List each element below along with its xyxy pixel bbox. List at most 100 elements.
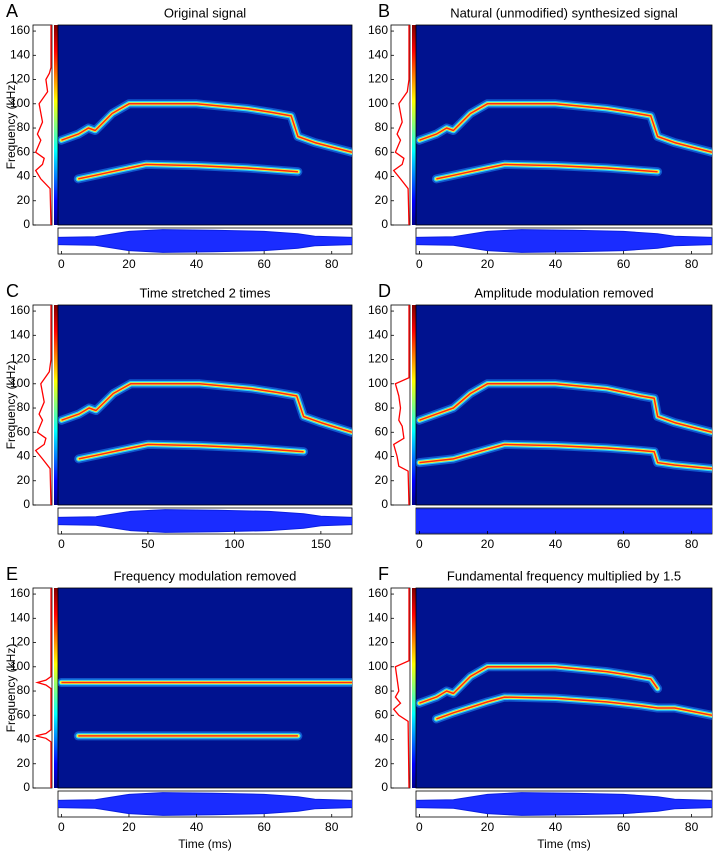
y-axis-label: Frequency (kHz) [4,81,18,170]
y-tick-label: 60 [375,424,389,438]
y-tick-label: 0 [381,780,388,794]
y-tick-label: 160 [10,586,30,600]
x-tick-label: 100 [224,537,244,551]
y-tick-label: 20 [375,473,389,487]
envelope-bottom [57,807,353,816]
x-tick-label: 20 [122,820,136,834]
spectrum-line [35,588,52,788]
panel-title: Time stretched 2 times [139,285,271,300]
spectrum-line [34,25,52,226]
harmonic-line [61,383,352,434]
x-tick-label: 60 [257,257,271,271]
x-tick-label: 40 [190,820,204,834]
envelope-fill [58,792,352,816]
envelope-fill [58,509,352,533]
y-tick-label: 80 [375,400,389,414]
y-tick-label: 140 [10,47,30,61]
y-tick-label: 120 [10,72,30,86]
envelope-fill [416,229,712,253]
y-tick-label: 100 [10,376,30,390]
envelope-top [57,509,353,518]
y-tick-label: 120 [10,352,30,366]
x-tick-label: 0 [58,257,65,271]
y-tick-label: 160 [10,23,30,37]
x-tick-label: 20 [122,257,136,271]
harmonic-line [436,163,658,180]
x-tick-label: 0 [416,820,423,834]
y-tick-label: 60 [17,424,31,438]
x-tick-label: 20 [481,820,495,834]
harmonic-line [419,383,712,434]
envelope-top [57,229,353,238]
y-tick-label: 100 [368,659,388,673]
x-tick-label: 40 [190,257,204,271]
envelope-fill [58,229,352,253]
harmonic-line [419,443,712,470]
y-axis-label: Frequency (kHz) [4,361,18,450]
spectrogram-bg [415,304,713,506]
x-axis-label: Time (ms) [537,837,591,851]
y-tick-label: 80 [17,120,31,134]
spectrum-box [390,587,411,789]
x-tick-label: 40 [549,820,563,834]
x-tick-label: 40 [549,537,563,551]
y-tick-label: 0 [381,217,388,231]
envelope-fill [416,509,712,533]
x-tick-label: 0 [58,820,65,834]
y-tick-label: 0 [23,217,30,231]
spectrum-line [392,588,410,789]
panel-letter: B [378,1,390,21]
x-tick-label: 80 [325,820,339,834]
y-tick-label: 40 [17,449,31,463]
y-tick-label: 60 [17,707,31,721]
y-tick-label: 140 [368,327,388,341]
panel-letter: A [6,1,18,21]
colorbar [412,25,416,225]
y-tick-label: 140 [368,610,388,624]
spectrum-box [32,587,53,789]
envelope-top [415,229,713,238]
y-tick-label: 20 [17,756,31,770]
y-tick-label: 140 [368,47,388,61]
x-axis-label: Time (ms) [178,837,232,851]
y-tick-label: 60 [375,707,389,721]
x-tick-label: 0 [416,537,423,551]
harmonic-line [436,696,712,720]
y-tick-label: 100 [10,659,30,673]
panel-title: Fundamental frequency multiplied by 1.5 [447,568,681,583]
panel-title: Amplitude modulation removed [474,285,653,300]
panel-title: Natural (unmodified) synthesized signal [450,5,678,20]
panel-letter: C [6,281,19,301]
x-tick-label: 80 [685,820,699,834]
spectrogram-bg [415,587,713,789]
y-tick-label: 20 [375,756,389,770]
y-tick-label: 80 [17,400,31,414]
y-tick-label: 40 [375,449,389,463]
y-tick-label: 40 [17,169,31,183]
x-tick-label: 60 [257,820,271,834]
y-tick-label: 20 [17,193,31,207]
y-tick-label: 120 [368,352,388,366]
harmonic-line [419,666,659,704]
y-tick-label: 40 [17,732,31,746]
y-tick-label: 80 [375,683,389,697]
y-tick-label: 120 [10,635,30,649]
y-tick-label: 60 [375,144,389,158]
y-tick-label: 160 [10,303,30,317]
spectrum-line [392,25,410,226]
x-tick-label: 80 [685,257,699,271]
spectrum-line [392,305,410,506]
panel-title: Frequency modulation removed [114,568,297,583]
colorbar [54,588,58,788]
envelope-fill [416,792,712,816]
y-tick-label: 20 [17,473,31,487]
x-tick-label: 0 [58,537,65,551]
envelope-bottom [57,524,353,533]
y-tick-label: 120 [368,72,388,86]
envelope-bottom [57,244,353,253]
x-tick-label: 150 [311,537,331,551]
panel-title: Original signal [164,5,246,20]
y-tick-label: 0 [23,497,30,511]
x-tick-label: 0 [416,257,423,271]
